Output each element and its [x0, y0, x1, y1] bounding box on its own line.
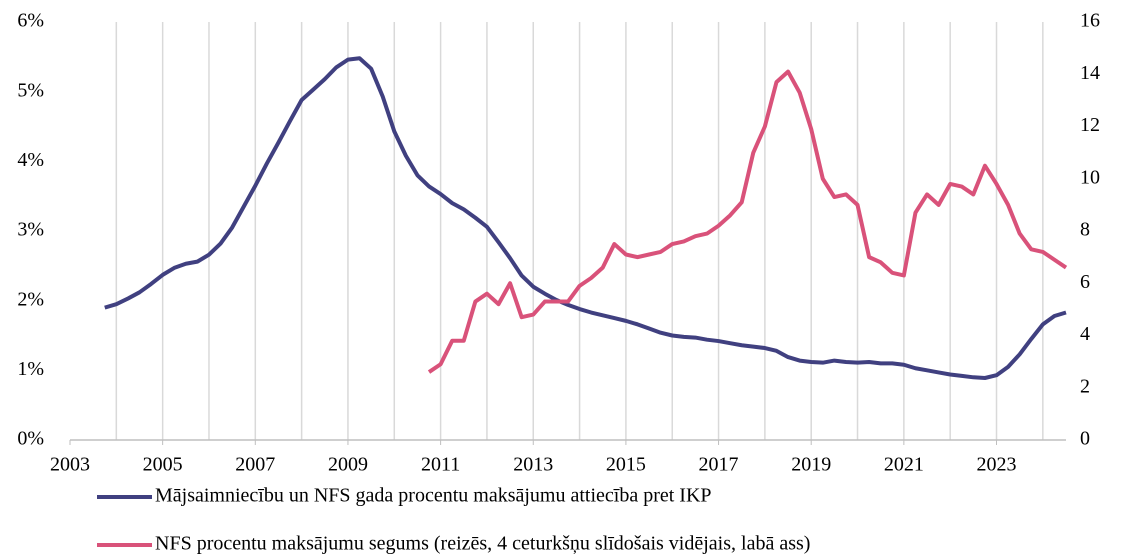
- x-tick-label: 2003: [50, 454, 90, 476]
- x-tick-label: 2017: [699, 454, 739, 476]
- y-tick-label: 0%: [17, 428, 44, 450]
- y2-tick-label: 2: [1080, 375, 1090, 397]
- y-tick-label: 6%: [17, 10, 44, 32]
- y-tick-label: 4%: [17, 149, 44, 171]
- x-tick-label: 2023: [977, 454, 1017, 476]
- x-tick-label: 2013: [513, 454, 553, 476]
- y2-tick-label: 0: [1080, 428, 1090, 450]
- legend-label: Mājsaimniecību un NFS gada procentu maks…: [155, 485, 712, 507]
- y2-tick-label: 4: [1080, 323, 1090, 345]
- x-tick-label: 2019: [791, 454, 831, 476]
- x-tick-label: 2015: [606, 454, 646, 476]
- y2-tick-label: 14: [1080, 62, 1100, 84]
- series-line: [427, 69, 1068, 374]
- series-line: [104, 56, 1067, 380]
- y-tick-label: 5%: [17, 79, 44, 101]
- y2-tick-label: 8: [1080, 219, 1090, 241]
- y2-tick-label: 6: [1080, 271, 1090, 293]
- y2-tick-label: 12: [1080, 114, 1100, 136]
- y-tick-label: 1%: [17, 358, 44, 380]
- x-tick-label: 2007: [235, 454, 275, 476]
- y2-tick-label: 10: [1080, 166, 1100, 188]
- y-tick-label: 3%: [17, 219, 44, 241]
- y2-tick-label: 16: [1080, 10, 1100, 32]
- x-tick-label: 2021: [884, 454, 924, 476]
- y-tick-label: 2%: [17, 288, 44, 310]
- legend-label: NFS procentu maksājumu segums (reizēs, 4…: [155, 533, 810, 555]
- x-tick-label: 2009: [328, 454, 368, 476]
- x-tick-label: 2011: [421, 454, 460, 476]
- x-tick-label: 2005: [143, 454, 183, 476]
